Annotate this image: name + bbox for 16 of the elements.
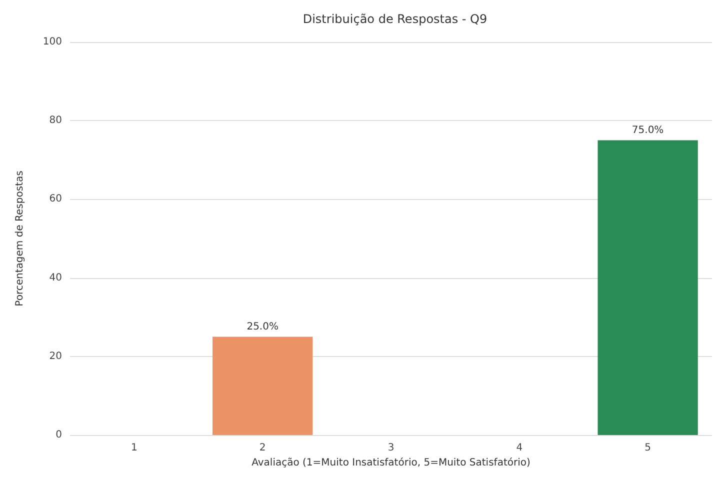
y-tick-label: 20	[49, 350, 62, 362]
x-tick-label: 5	[644, 442, 651, 454]
x-tick-label: 3	[388, 442, 394, 454]
y-axis-title: Porcentagem de Respostas	[14, 170, 26, 306]
x-axis-title: Avaliação (1=Muito Insatisfatório, 5=Muito Satisfatório)	[252, 457, 530, 468]
y-tick-label: 0	[56, 430, 62, 440]
y-tick-label: 60	[49, 194, 62, 205]
x-tick-label: 4	[516, 442, 523, 454]
y-tick-label: 40	[49, 272, 62, 284]
chart-title: Distribuição de Respostas - Q9	[302, 12, 488, 26]
data-label: 75.0%	[632, 124, 664, 136]
x-tick-label: 2	[259, 442, 266, 454]
y-tick-label: 100	[42, 36, 62, 48]
y-tick-label: 80	[49, 115, 62, 126]
data-label: 25.0%	[246, 321, 278, 332]
x-tick-label: 1	[131, 442, 138, 454]
